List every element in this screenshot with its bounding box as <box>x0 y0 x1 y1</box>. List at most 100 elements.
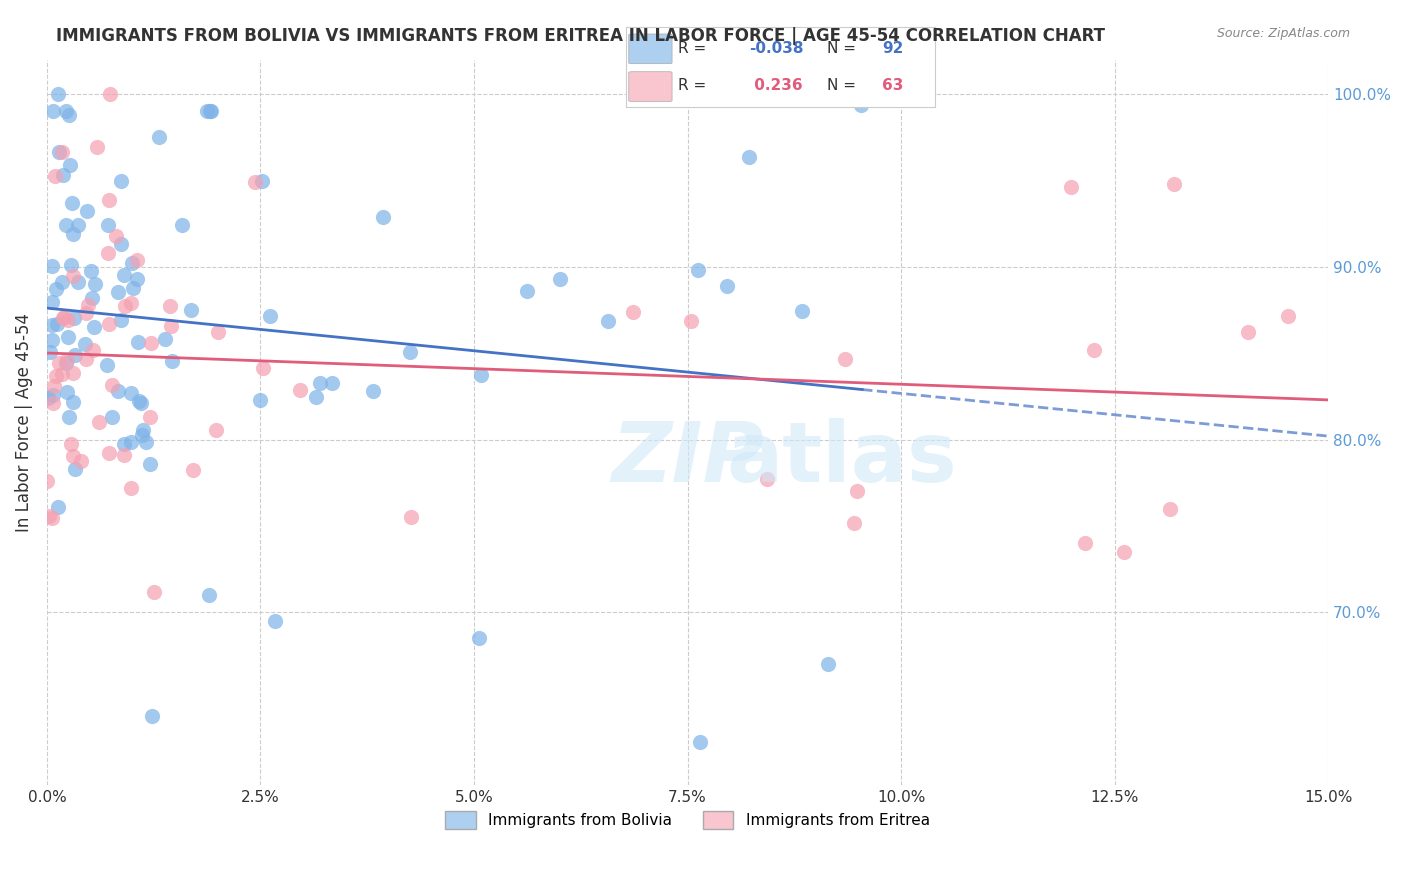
Point <box>51 145 73 159</box>
Point <box>1277 309 1299 323</box>
Point <box>48 356 70 370</box>
Point <box>41 295 63 310</box>
Point <box>112 437 135 451</box>
Text: -0.038: -0.038 <box>749 41 804 56</box>
Point <box>62 394 84 409</box>
Point <box>53 310 76 324</box>
Point <box>139 457 162 471</box>
Point <box>62 269 84 284</box>
Point <box>45 282 67 296</box>
Point <box>41 510 63 524</box>
Point <box>120 386 142 401</box>
Point <box>738 150 761 164</box>
Text: 63: 63 <box>883 78 904 93</box>
Point <box>107 285 129 300</box>
Point <box>1060 179 1083 194</box>
Point <box>252 361 274 376</box>
Point <box>204 423 226 437</box>
Point <box>63 461 86 475</box>
Text: R =: R = <box>678 41 706 56</box>
Point <box>309 376 332 390</box>
Point <box>37 475 59 489</box>
Point <box>371 210 394 224</box>
Point <box>55 104 77 119</box>
Point <box>110 174 132 188</box>
Point <box>62 227 84 242</box>
Point <box>125 272 148 286</box>
Point <box>42 378 65 392</box>
Point <box>243 175 266 189</box>
Point <box>304 390 326 404</box>
Point <box>58 329 80 343</box>
Point <box>110 312 132 326</box>
Point <box>48 145 70 160</box>
Text: R =: R = <box>678 78 706 93</box>
Point <box>46 317 69 331</box>
Point <box>264 614 287 628</box>
Point <box>834 352 856 367</box>
Point <box>598 314 620 328</box>
Point <box>37 392 59 406</box>
Point <box>122 280 145 294</box>
Point <box>41 333 63 347</box>
Point <box>42 396 65 410</box>
Point <box>159 318 181 333</box>
Point <box>58 108 80 122</box>
Point <box>128 394 150 409</box>
Point <box>86 140 108 154</box>
FancyBboxPatch shape <box>628 71 672 102</box>
Point <box>399 510 422 524</box>
Point <box>55 218 77 232</box>
Point <box>107 384 129 398</box>
Point <box>125 253 148 268</box>
Point <box>129 396 152 410</box>
Point <box>288 383 311 397</box>
Point <box>60 196 83 211</box>
Point <box>56 385 79 400</box>
Point <box>470 368 492 382</box>
Text: N =: N = <box>827 78 856 93</box>
Point <box>148 129 170 144</box>
Point <box>112 268 135 282</box>
Point <box>516 284 538 298</box>
Point <box>259 310 281 324</box>
Point <box>361 384 384 399</box>
Point <box>1083 343 1105 357</box>
Point <box>817 657 839 672</box>
Point <box>59 437 82 451</box>
Point <box>1159 501 1181 516</box>
Point <box>198 104 221 119</box>
Point <box>41 318 63 333</box>
Point <box>200 104 222 119</box>
Point <box>101 410 124 425</box>
Point <box>76 351 98 366</box>
Point <box>846 484 869 499</box>
Point <box>120 296 142 310</box>
Point <box>252 174 274 188</box>
Text: 0.236: 0.236 <box>749 78 803 93</box>
Point <box>98 318 121 332</box>
Point <box>55 355 77 369</box>
FancyBboxPatch shape <box>628 34 672 63</box>
Point <box>66 275 89 289</box>
Point <box>135 435 157 450</box>
Point <box>56 352 79 367</box>
Point <box>70 454 93 468</box>
Point <box>121 256 143 270</box>
Point <box>127 334 149 349</box>
Point <box>46 500 69 514</box>
Point <box>120 481 142 495</box>
Point <box>52 168 75 182</box>
Text: 92: 92 <box>883 41 904 56</box>
Point <box>842 516 865 530</box>
Point <box>172 218 194 232</box>
Text: Source: ZipAtlas.com: Source: ZipAtlas.com <box>1216 27 1350 40</box>
Point <box>112 448 135 462</box>
Point <box>67 218 90 232</box>
Point <box>139 336 162 351</box>
Point <box>1114 545 1136 559</box>
Point <box>142 585 165 599</box>
Point <box>80 263 103 277</box>
Point <box>132 423 155 437</box>
Point <box>42 104 65 119</box>
